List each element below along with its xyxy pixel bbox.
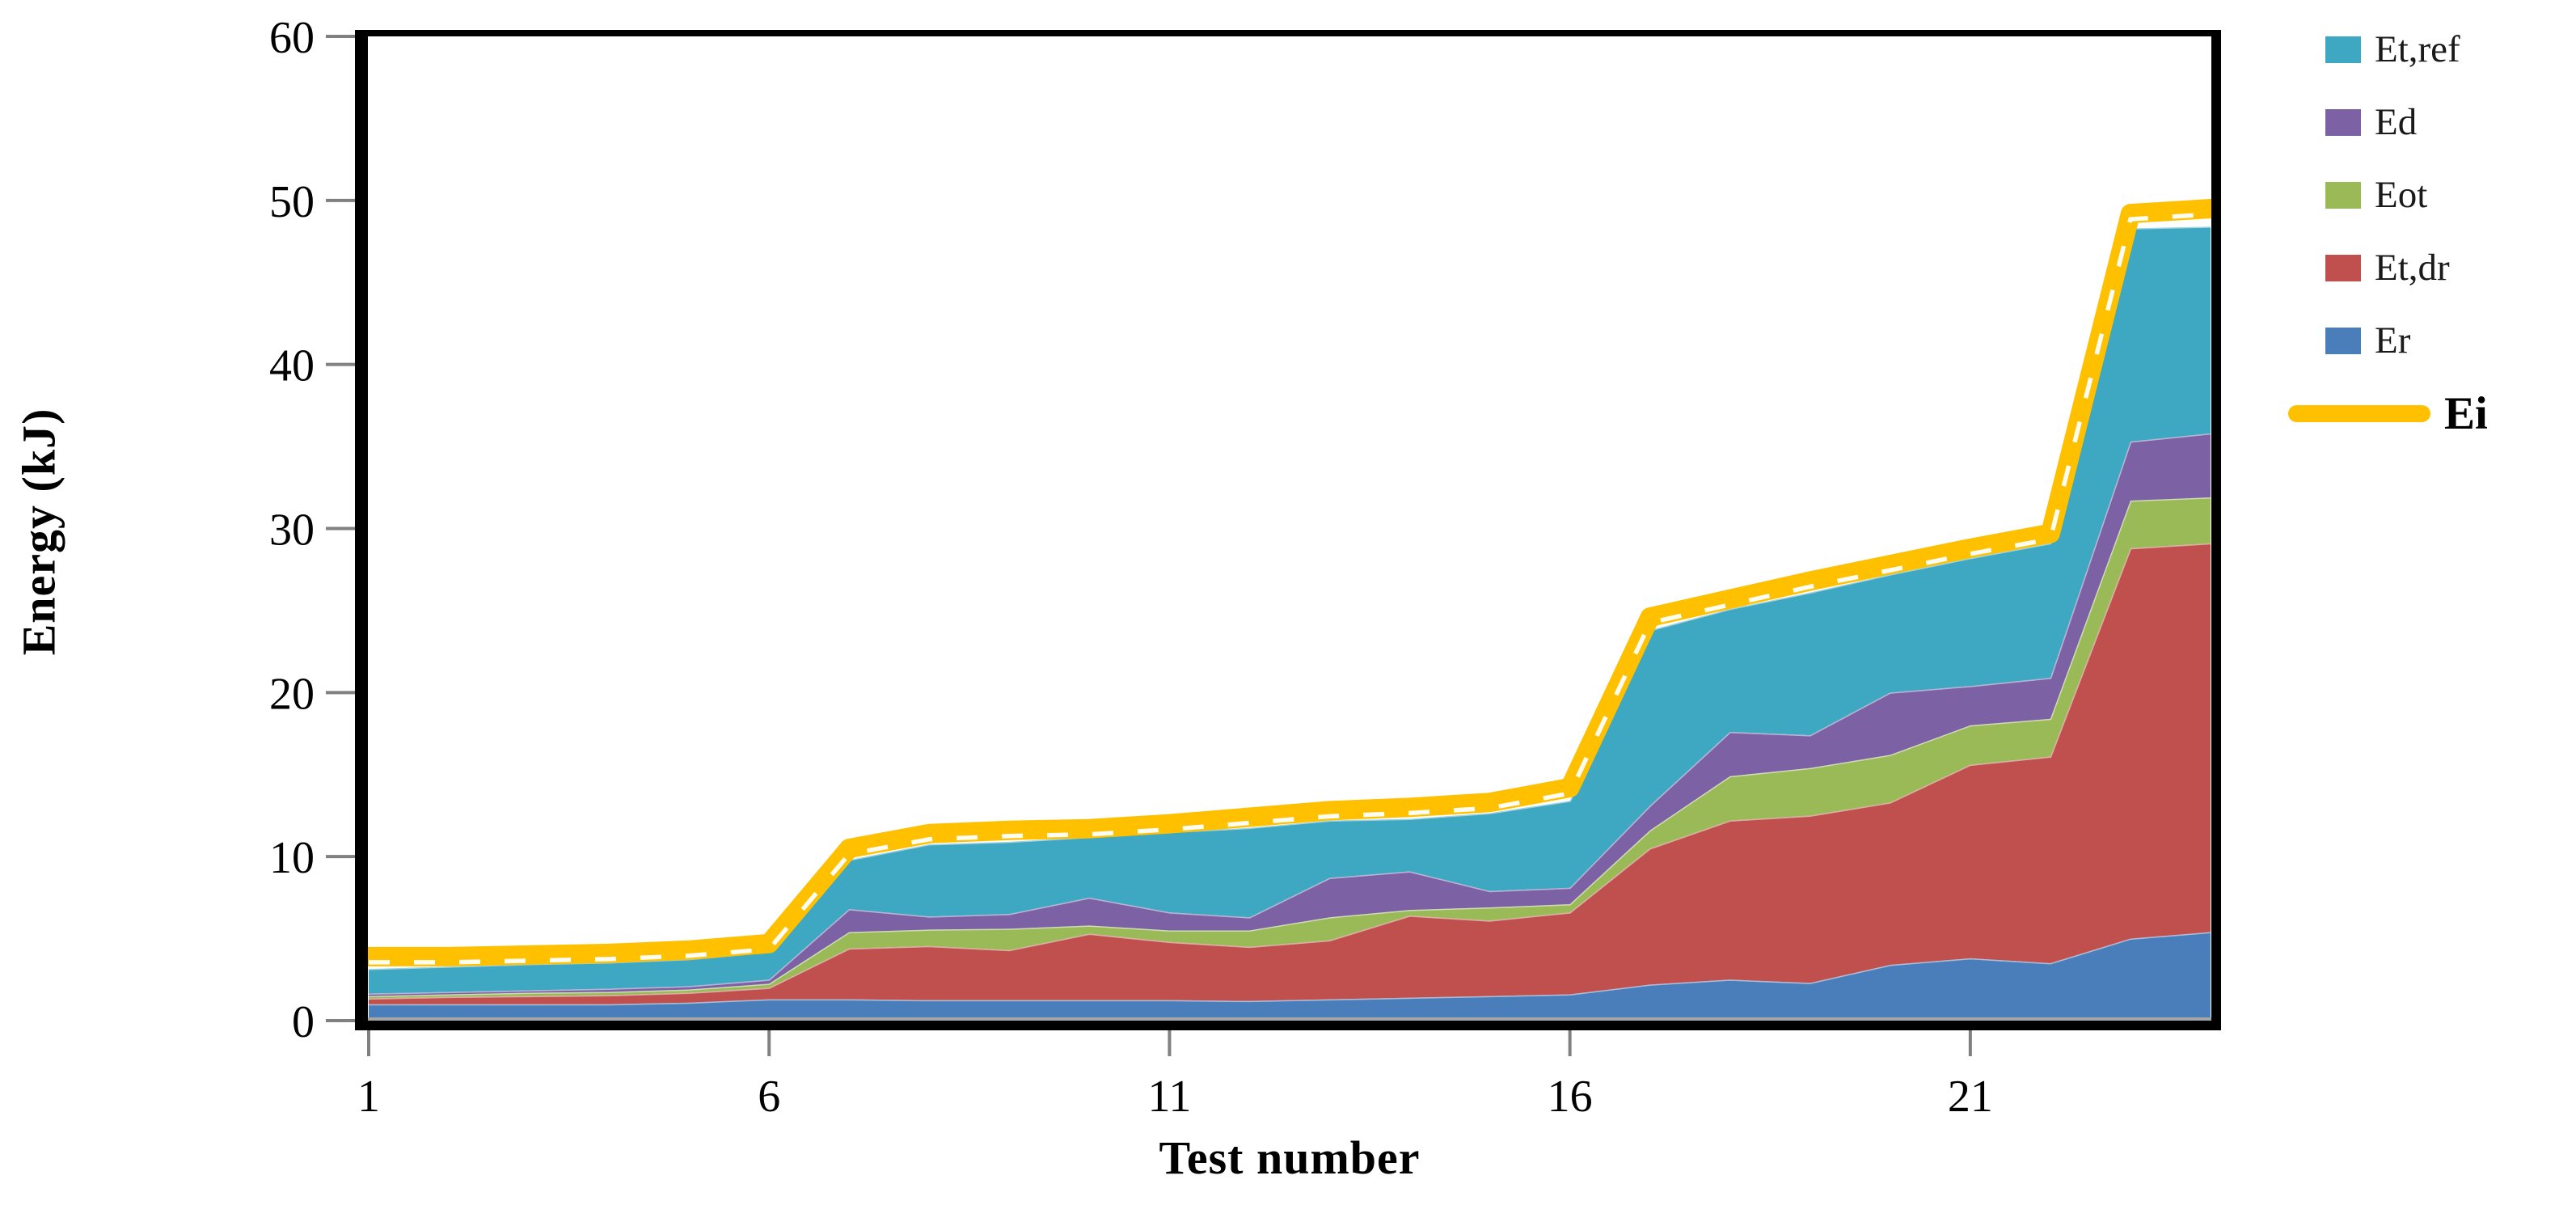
legend-item-etdr: Et,dr [2325, 231, 2576, 304]
ei-line-dash-overlay [369, 212, 2211, 965]
legend-item-er: Er [2325, 304, 2576, 377]
legend-item-etref: Et,ref [2325, 13, 2576, 86]
y-tick-label: 10 [269, 833, 315, 883]
legend-label: Er [2375, 319, 2411, 362]
x-tick-label: 11 [1147, 1072, 1191, 1122]
area-series-Et,dr [369, 543, 2211, 1004]
legend-item-ed: Ed [2325, 86, 2576, 159]
y-axis-title: Energy (kJ) [12, 408, 65, 656]
legend-square-icon [2325, 108, 2361, 136]
y-tick-label: 30 [269, 505, 315, 556]
legend-item-eot: Eot [2325, 159, 2576, 231]
y-tick-label: 60 [269, 13, 315, 63]
ei-line [359, 198, 2220, 966]
area-series-Er [369, 932, 2211, 1021]
y-tick-label: 20 [269, 669, 315, 719]
legend-square-icon [2325, 181, 2361, 209]
legend-item-ei: Ei [2288, 377, 2576, 450]
y-tick-label: 50 [269, 177, 315, 227]
y-tick-label: 0 [292, 997, 315, 1047]
plot-right-border [2211, 30, 2221, 1030]
legend-label: Et,dr [2375, 247, 2450, 289]
legend-square-icon [2325, 254, 2361, 281]
legend-label: Ei [2444, 387, 2488, 439]
x-tick-label: 21 [1948, 1072, 1993, 1122]
legend-label: Et,ref [2375, 28, 2460, 70]
x-tick-label: 1 [357, 1072, 380, 1122]
x-tick-label: 16 [1548, 1072, 1593, 1122]
y-axis-line [355, 30, 368, 1030]
x-axis-line [355, 1021, 2221, 1030]
plot-top-border [355, 30, 2221, 36]
x-axis-title: Test number [1159, 1131, 1421, 1184]
y-tick-label: 40 [269, 341, 315, 391]
legend-square-icon [2325, 327, 2361, 354]
ei-line-swatch-icon [2288, 404, 2430, 422]
legend-square-icon [2325, 36, 2361, 63]
legend: Et,ref Ed Eot Et,dr Er Ei [2288, 13, 2576, 450]
legend-label: Eot [2375, 174, 2428, 216]
legend-label: Ed [2375, 101, 2418, 143]
area-series-Et,ref [369, 226, 2211, 994]
x-tick-label: 6 [758, 1072, 780, 1122]
